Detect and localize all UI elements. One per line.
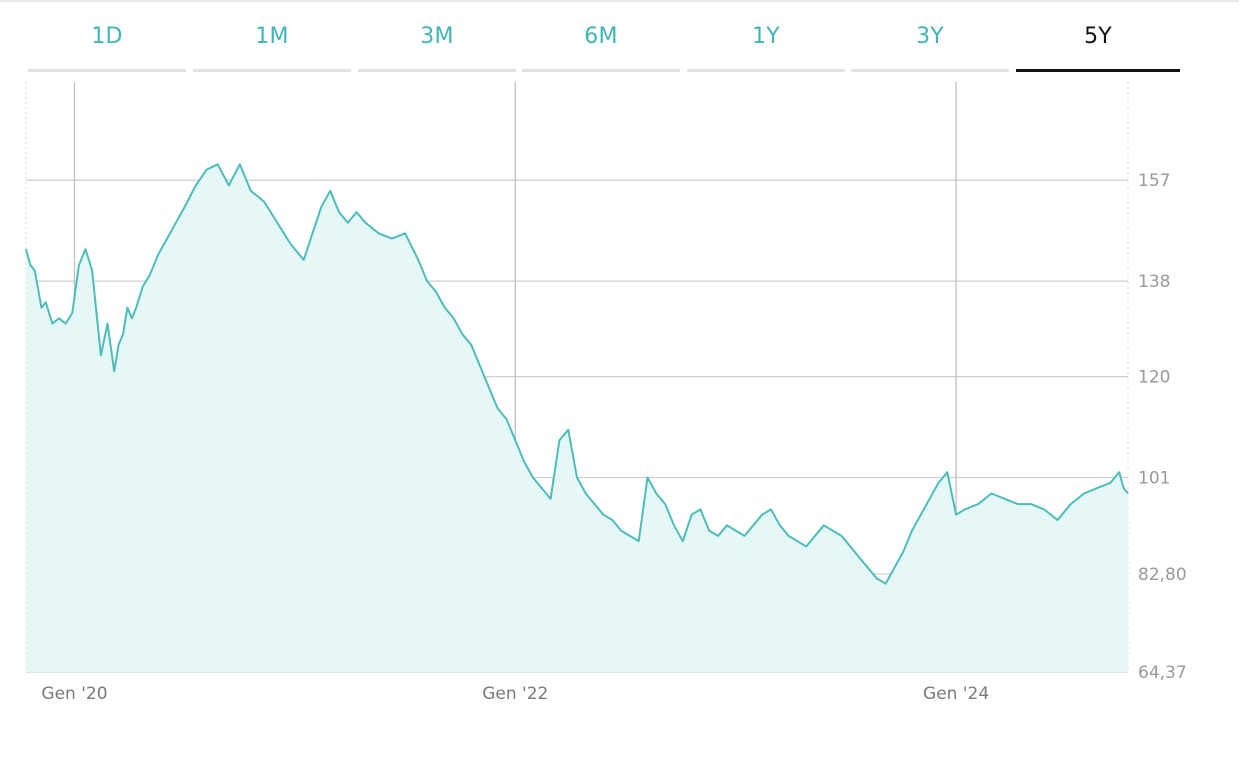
tab-underline — [1016, 69, 1180, 72]
tab-underline — [358, 69, 516, 72]
price-line — [25, 163, 1129, 585]
tab-3y[interactable]: 3Y — [851, 18, 1009, 72]
price-chart-svg: 157 138 120 101 82,80 64,37 Gen '20 Gen '22 Gen … — [25, 82, 1187, 704]
tab-label: 1M — [255, 24, 289, 49]
tab-label: 1Y — [752, 24, 780, 49]
tab-underline — [687, 69, 845, 72]
tab-label: 3M — [420, 24, 454, 49]
y-tick-label: 101 — [1138, 469, 1170, 489]
tab-underline — [193, 69, 351, 72]
tab-label: 5Y — [1084, 24, 1112, 49]
tab-underline — [522, 69, 680, 72]
y-tick-label: 120 — [1138, 368, 1170, 388]
tab-1d[interactable]: 1D — [28, 18, 186, 72]
y-tick-label: 82,80 — [1138, 565, 1187, 585]
x-tick-label: Gen '24 — [923, 684, 989, 704]
tab-label: 3Y — [916, 24, 944, 49]
tab-underline — [28, 69, 186, 72]
tab-1y[interactable]: 1Y — [687, 18, 845, 72]
top-divider — [0, 0, 1239, 2]
y-tick-label: 157 — [1138, 171, 1170, 191]
tab-1m[interactable]: 1M — [193, 18, 351, 72]
tab-underline — [851, 69, 1009, 72]
x-tick-label: Gen '22 — [482, 684, 548, 704]
range-tabs: 1D 1M 3M 6M 1Y 3Y 5Y — [28, 18, 1182, 74]
tab-label: 6M — [584, 24, 618, 49]
tab-6m[interactable]: 6M — [522, 18, 680, 72]
y-tick-label: 64,37 — [1138, 663, 1187, 683]
x-tick-label: Gen '20 — [41, 684, 107, 704]
y-tick-label: 138 — [1138, 272, 1170, 292]
price-chart: 157 138 120 101 82,80 64,37 Gen '20 Gen '22 Gen … — [0, 74, 1239, 714]
axis-layer: 157 138 120 101 82,80 64,37 Gen '20 Gen '22 Gen … — [41, 171, 1186, 704]
tab-3m[interactable]: 3M — [358, 18, 516, 72]
price-area — [26, 164, 1128, 673]
tab-label: 1D — [91, 24, 123, 49]
tab-5y[interactable]: 5Y — [1016, 18, 1180, 72]
